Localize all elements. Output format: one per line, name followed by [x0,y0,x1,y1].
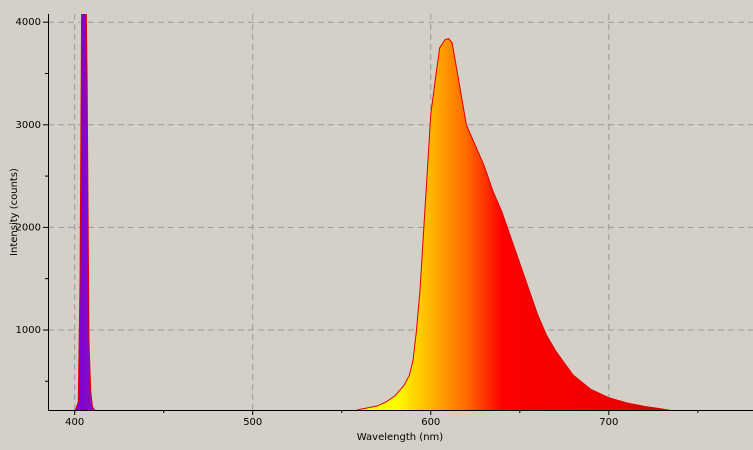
y-axis-title: Intensity (counts) [9,168,20,256]
x-tick-label: 400 [65,417,84,428]
x-tick-label: 500 [243,417,262,428]
y-tick-label: 4000 [16,17,41,28]
y-tick-label: 1000 [16,325,41,336]
spectrum-line [74,14,672,410]
y-tick-label: 2000 [16,222,41,233]
plot-area [74,14,672,410]
x-tick-label: 600 [421,417,440,428]
x-axis-title: Wavelength (nm) [357,432,443,443]
spectrum-fill [75,14,669,410]
y-tick-label: 3000 [16,120,41,131]
x-tick-label: 700 [599,417,618,428]
